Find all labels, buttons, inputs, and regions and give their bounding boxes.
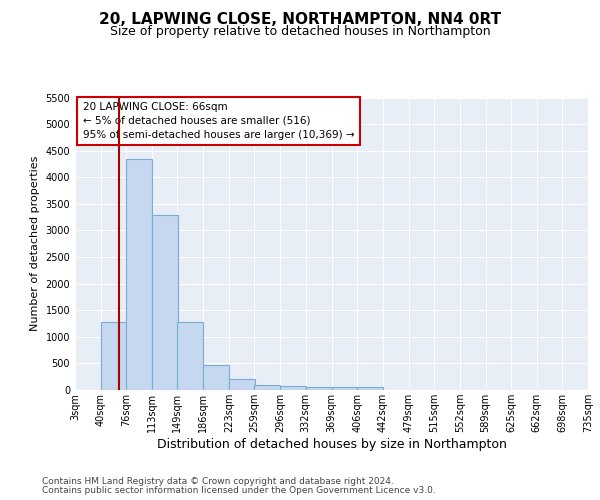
Text: 20, LAPWING CLOSE, NORTHAMPTON, NN4 0RT: 20, LAPWING CLOSE, NORTHAMPTON, NN4 0RT: [99, 12, 501, 28]
Bar: [203, 364, 229, 390]
Bar: [178, 322, 203, 390]
Text: Contains HM Land Registry data © Crown copyright and database right 2024.: Contains HM Land Registry data © Crown c…: [42, 477, 394, 486]
Bar: [358, 388, 383, 390]
Bar: [331, 388, 358, 390]
Bar: [152, 214, 178, 390]
Text: 20 LAPWING CLOSE: 66sqm
← 5% of detached houses are smaller (516)
95% of semi-de: 20 LAPWING CLOSE: 66sqm ← 5% of detached…: [83, 102, 355, 140]
Bar: [305, 388, 331, 390]
Bar: [229, 380, 255, 390]
Y-axis label: Number of detached properties: Number of detached properties: [30, 156, 40, 332]
Bar: [101, 322, 127, 390]
Bar: [280, 386, 306, 390]
Bar: [126, 158, 152, 390]
Text: Contains public sector information licensed under the Open Government Licence v3: Contains public sector information licen…: [42, 486, 436, 495]
Bar: [254, 384, 280, 390]
Text: Size of property relative to detached houses in Northampton: Size of property relative to detached ho…: [110, 25, 490, 38]
X-axis label: Distribution of detached houses by size in Northampton: Distribution of detached houses by size …: [157, 438, 506, 451]
